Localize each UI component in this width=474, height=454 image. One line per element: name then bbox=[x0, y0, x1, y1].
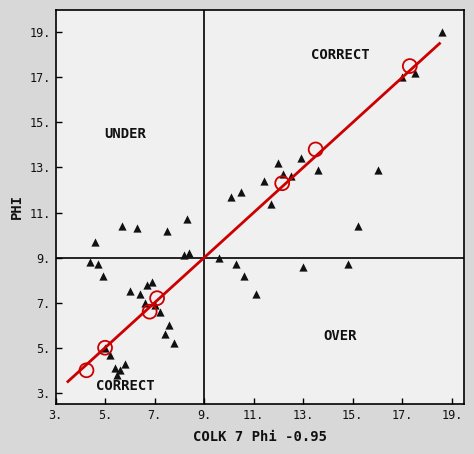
Point bbox=[411, 69, 419, 76]
Point bbox=[99, 272, 106, 279]
Point bbox=[126, 288, 134, 295]
Point bbox=[86, 258, 94, 266]
Point bbox=[314, 166, 322, 173]
Point bbox=[151, 301, 158, 309]
Point bbox=[406, 63, 414, 70]
Point bbox=[116, 367, 124, 374]
Point bbox=[156, 308, 164, 316]
Y-axis label: PHI: PHI bbox=[10, 194, 24, 219]
Point bbox=[114, 371, 121, 379]
Point bbox=[260, 178, 267, 185]
Point bbox=[143, 281, 151, 288]
Text: CORRECT: CORRECT bbox=[311, 48, 370, 62]
Text: CORRECT: CORRECT bbox=[96, 379, 154, 393]
Point bbox=[312, 146, 319, 153]
Point bbox=[91, 238, 99, 246]
X-axis label: COLK 7 Phi -0.95: COLK 7 Phi -0.95 bbox=[193, 430, 327, 444]
Point bbox=[297, 155, 305, 162]
Point bbox=[354, 222, 362, 230]
Point bbox=[163, 227, 171, 234]
Point bbox=[146, 308, 154, 316]
Point bbox=[185, 249, 193, 257]
Point bbox=[166, 321, 173, 329]
Point bbox=[94, 261, 101, 268]
Point bbox=[267, 200, 275, 207]
Point bbox=[106, 351, 114, 358]
Point bbox=[161, 331, 168, 338]
Point bbox=[171, 340, 178, 347]
Point bbox=[118, 222, 126, 230]
Point bbox=[280, 171, 287, 178]
Point bbox=[240, 272, 247, 279]
Point bbox=[215, 254, 223, 261]
Point bbox=[181, 252, 188, 259]
Point bbox=[275, 159, 283, 167]
Point bbox=[121, 360, 128, 367]
Point bbox=[399, 74, 406, 81]
Point bbox=[141, 299, 148, 306]
Point bbox=[101, 344, 109, 351]
Point bbox=[148, 279, 156, 286]
Text: UNDER: UNDER bbox=[104, 127, 146, 141]
Point bbox=[136, 290, 144, 297]
Point bbox=[237, 188, 245, 196]
Point bbox=[374, 166, 382, 173]
Point bbox=[101, 344, 109, 351]
Point bbox=[233, 261, 240, 268]
Point bbox=[153, 295, 161, 302]
Point bbox=[111, 365, 119, 372]
Point bbox=[183, 216, 191, 223]
Point bbox=[82, 367, 90, 374]
Point bbox=[438, 29, 446, 36]
Point bbox=[252, 290, 260, 297]
Point bbox=[344, 261, 352, 268]
Text: OVER: OVER bbox=[324, 330, 357, 344]
Point bbox=[278, 180, 286, 187]
Point bbox=[228, 193, 235, 200]
Point bbox=[134, 225, 141, 232]
Point bbox=[300, 263, 307, 270]
Point bbox=[287, 173, 295, 180]
